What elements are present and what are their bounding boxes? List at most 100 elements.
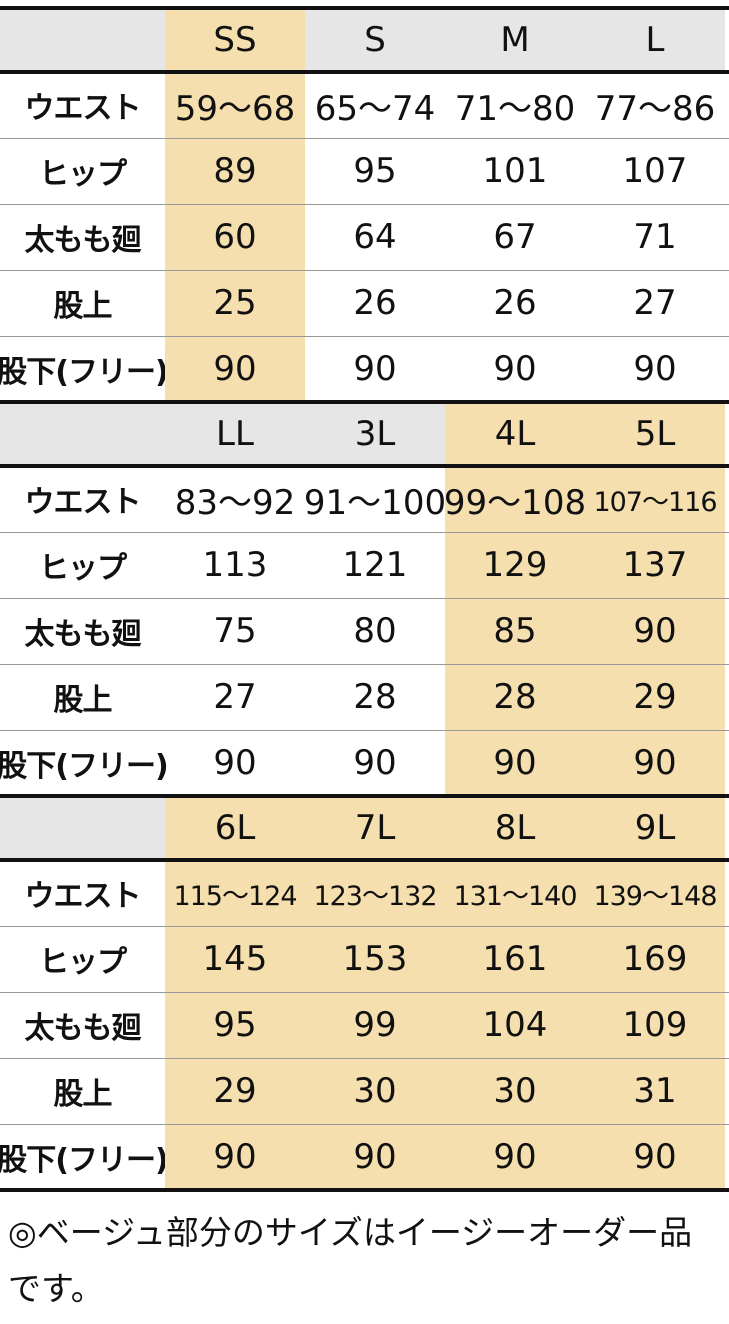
value-cell: 107 [622, 151, 688, 191]
row-divider [0, 1058, 729, 1059]
row-label: 太もも廻 [24, 223, 142, 258]
value-cell: 90 [585, 730, 725, 796]
row-label: 太もも廻 [24, 617, 142, 652]
value-cell: 90 [353, 743, 397, 783]
row-label: 太もも廻 [24, 1011, 142, 1046]
value-cell: 139〜148 [585, 860, 725, 926]
row-label: 股下(フリー) [0, 355, 169, 390]
value-cell: 65〜74 [314, 88, 436, 129]
value-cell: 28 [353, 677, 397, 717]
value-cell: 101 [482, 151, 548, 191]
value-cell: 90 [353, 349, 397, 389]
value-cell: 77〜86 [594, 88, 716, 129]
size-header: M [445, 8, 585, 72]
value-cell: 153 [305, 926, 445, 992]
row-label: 股下(フリー) [0, 1143, 169, 1178]
value-cell: 99 [305, 992, 445, 1058]
size-header: 6L [165, 796, 305, 860]
header-label-cell [0, 8, 165, 72]
row-divider [0, 664, 729, 665]
row-divider [0, 138, 729, 139]
row-label: 股上 [53, 289, 113, 324]
value-cell: 107〜116 [585, 466, 725, 532]
value-cell: 131〜140 [445, 860, 585, 926]
value-cell: 90 [493, 349, 537, 389]
row-label: 股上 [53, 683, 113, 718]
note: ◎ベージュ部分のサイズはイージーオーダー品です。 [8, 1213, 693, 1308]
row-label: ウエスト [24, 879, 142, 914]
value-cell: 71 [633, 217, 677, 257]
size-header: 7L [305, 796, 445, 860]
value-cell: 71〜80 [454, 88, 576, 129]
value-cell: 26 [493, 283, 537, 323]
value-cell: 90 [445, 730, 585, 796]
size-header: 5L [585, 402, 725, 466]
value-cell: 90 [585, 598, 725, 664]
row-label: ウエスト [24, 91, 142, 126]
size-header: 4L [445, 402, 585, 466]
value-cell: 89 [165, 138, 305, 204]
header-rule [0, 464, 729, 468]
row-label: ヒップ [39, 945, 127, 980]
value-cell: 27 [633, 283, 677, 323]
row-divider [0, 270, 729, 271]
value-cell: 95 [353, 151, 397, 191]
block-top-rule [0, 794, 729, 798]
size-header: 9L [585, 796, 725, 860]
value-cell: 123〜132 [305, 860, 445, 926]
value-cell: 90 [165, 1124, 305, 1190]
size-header: S [305, 8, 445, 72]
value-cell: 80 [353, 611, 397, 651]
row-label: ヒップ [39, 551, 127, 586]
value-cell: 90 [633, 349, 677, 389]
value-cell: 85 [445, 598, 585, 664]
row-divider [0, 532, 729, 533]
row-divider [0, 1124, 729, 1125]
value-cell: 27 [213, 677, 257, 717]
row-label: 股上 [53, 1077, 113, 1112]
value-cell: 121 [342, 545, 408, 585]
size-header: 3L [305, 402, 445, 466]
value-cell: 169 [585, 926, 725, 992]
value-cell: 104 [445, 992, 585, 1058]
size-header: SS [165, 8, 305, 72]
value-cell: 129 [445, 532, 585, 598]
value-cell: 26 [353, 283, 397, 323]
value-cell: 99〜108 [444, 466, 586, 532]
value-cell: 90 [165, 336, 305, 402]
value-cell: 145 [165, 926, 305, 992]
bottom-rule [0, 1188, 729, 1192]
value-cell: 30 [305, 1058, 445, 1124]
size-header: L [585, 8, 725, 72]
value-cell: 60 [165, 204, 305, 270]
row-divider [0, 730, 729, 731]
row-label: ウエスト [24, 485, 142, 520]
header-rule [0, 70, 729, 74]
value-cell: 95 [165, 992, 305, 1058]
value-cell: 90 [445, 1124, 585, 1190]
row-divider [0, 926, 729, 927]
header-label-cell [0, 402, 165, 466]
row-divider [0, 204, 729, 205]
row-divider [0, 336, 729, 337]
value-cell: 31 [585, 1058, 725, 1124]
value-cell: 83〜92 [174, 482, 296, 523]
value-cell: 75 [213, 611, 257, 651]
value-cell: 90 [585, 1124, 725, 1190]
value-cell: 161 [445, 926, 585, 992]
value-cell: 90 [305, 1124, 445, 1190]
row-label: ヒップ [39, 157, 127, 192]
value-cell: 109 [585, 992, 725, 1058]
header-rule [0, 858, 729, 862]
value-cell: 64 [353, 217, 397, 257]
value-cell: 29 [165, 1058, 305, 1124]
row-divider [0, 598, 729, 599]
value-cell: 30 [445, 1058, 585, 1124]
size-header: LL [165, 402, 305, 466]
row-label: 股下(フリー) [0, 749, 169, 784]
header-label-cell [0, 796, 165, 860]
value-cell: 90 [213, 743, 257, 783]
value-cell: 67 [493, 217, 537, 257]
value-cell: 25 [165, 270, 305, 336]
